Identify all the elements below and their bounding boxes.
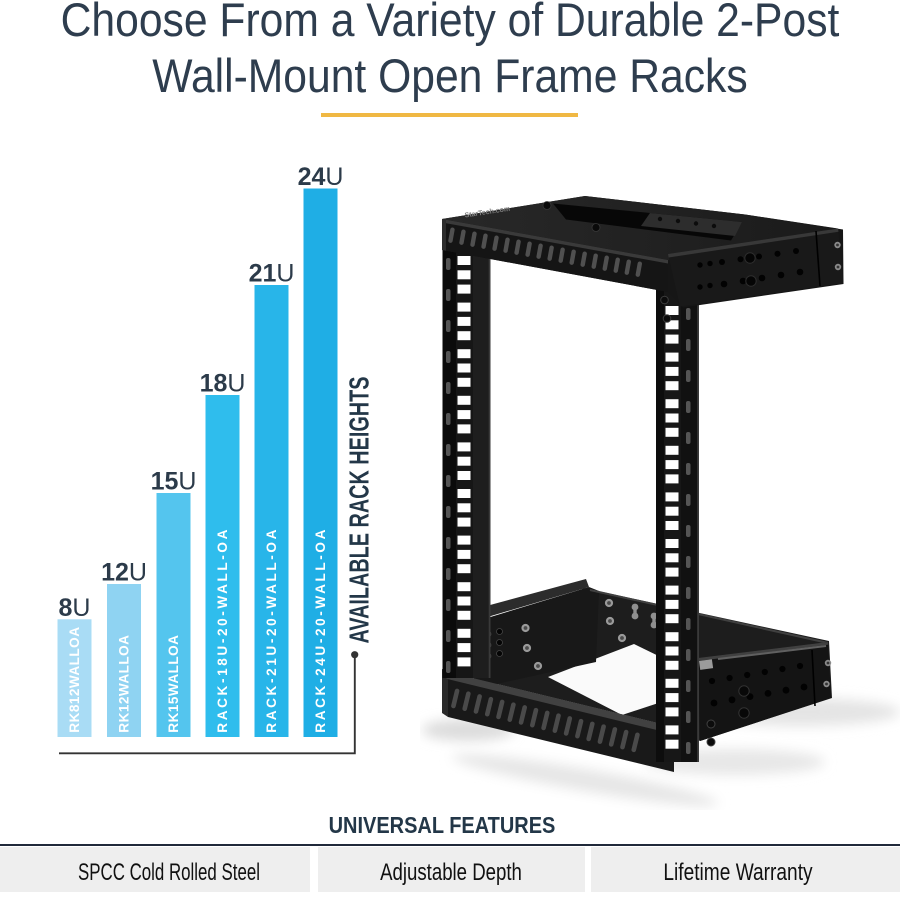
svg-text:RK812WALLOA: RK812WALLOA — [67, 627, 82, 733]
svg-text:RACK-18U-20-WALL-OA: RACK-18U-20-WALL-OA — [215, 527, 230, 733]
svg-text:24U: 24U — [298, 163, 344, 191]
svg-text:RK15WALLOA: RK15WALLOA — [166, 635, 181, 733]
svg-text:21U: 21U — [249, 260, 295, 288]
svg-text:RK12WALLOA: RK12WALLOA — [117, 635, 132, 733]
svg-text:RACK-24U-20-WALL-OA: RACK-24U-20-WALL-OA — [313, 527, 328, 733]
svg-text:8U: 8U — [59, 594, 91, 622]
svg-text:18U: 18U — [200, 370, 246, 398]
svg-text:12U: 12U — [101, 559, 147, 587]
svg-text:RACK-21U-20-WALL-OA: RACK-21U-20-WALL-OA — [264, 527, 279, 733]
svg-text:15U: 15U — [151, 468, 197, 496]
svg-text:AVAILABLE RACK HEIGHTS: AVAILABLE RACK HEIGHTS — [344, 377, 375, 644]
